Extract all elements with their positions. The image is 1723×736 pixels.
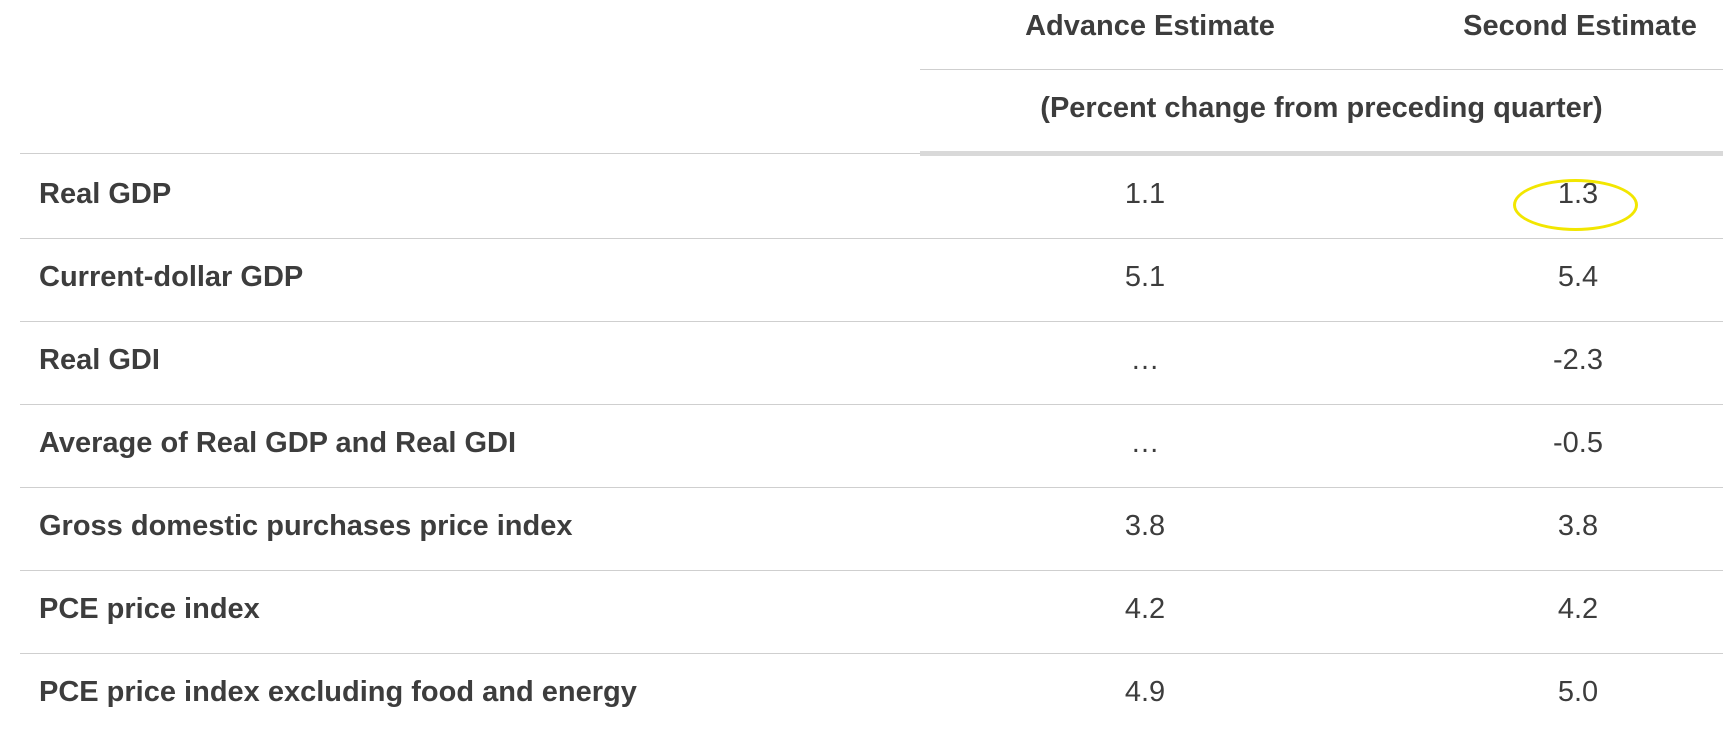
advance-value: 3.8 [1124,510,1166,542]
row-label: Real GDP [39,178,172,210]
units-subheader: (Percent change from preceding quarter) [1040,92,1603,124]
row-label: Current-dollar GDP [39,261,304,293]
header-divider [920,69,1723,70]
row-label: Gross domestic purchases price index [39,510,573,542]
second-value: 5.4 [1557,261,1599,293]
row-label: PCE price index excluding food and energ… [39,676,637,708]
second-value: 1.3 [1557,178,1599,210]
advance-value: 5.1 [1124,261,1166,293]
second-value: -2.3 [1553,344,1603,376]
table-row: Gross domestic purchases price index 3.8… [20,488,1723,571]
advance-value: … [1130,427,1160,459]
table-row: Average of Real GDP and Real GDI … -0.5 [20,405,1723,488]
second-value: 3.8 [1557,510,1599,542]
table-body: Real GDP 1.1 1.3 Current-dollar GDP 5.1 … [20,156,1723,736]
row-label: Real GDI [39,344,160,376]
row-label: PCE price index [39,593,260,625]
subheader-divider-right [920,151,1723,156]
row-label: Average of Real GDP and Real GDI [39,427,517,459]
second-value: 5.0 [1557,676,1599,708]
column-header-second-estimate: Second Estimate [1463,10,1697,42]
advance-value: 1.1 [1124,178,1166,210]
advance-value: 4.9 [1124,676,1166,708]
advance-value: … [1130,344,1160,376]
table-row: PCE price index excluding food and energ… [20,654,1723,736]
advance-value: 4.2 [1124,593,1166,625]
table-row: Real GDI … -2.3 [20,322,1723,405]
second-value: -0.5 [1553,427,1603,459]
subheader-divider-left [20,153,920,154]
column-header-advance-estimate: Advance Estimate [1025,10,1275,42]
table-row: Real GDP 1.1 1.3 [20,156,1723,239]
table-row: Current-dollar GDP 5.1 5.4 [20,239,1723,322]
table-row: PCE price index 4.2 4.2 [20,571,1723,654]
table-header: Advance Estimate Second Estimate [0,0,1723,70]
second-value: 4.2 [1557,593,1599,625]
